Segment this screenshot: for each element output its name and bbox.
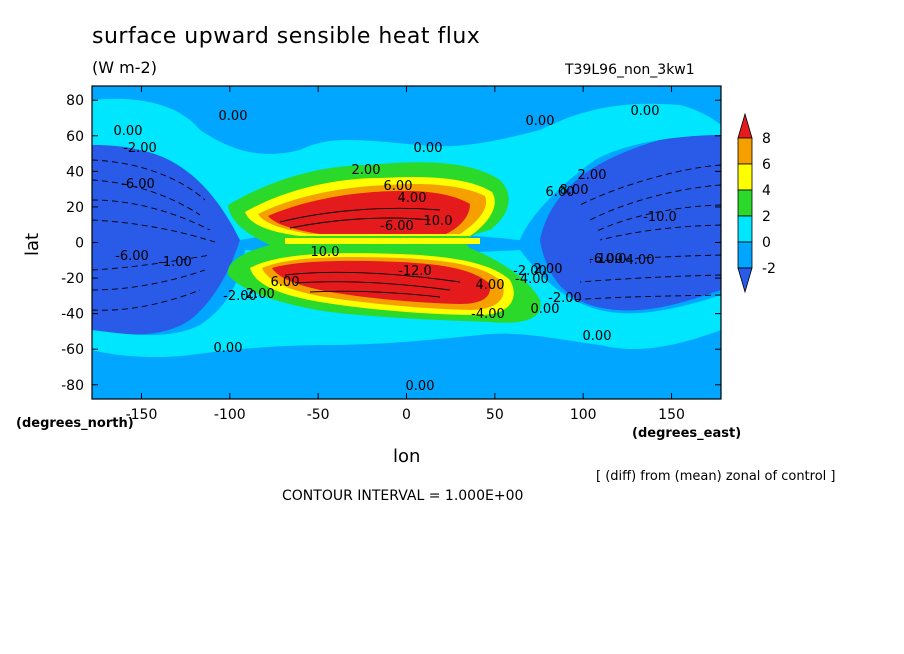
contour-label: 4.00: [626, 253, 655, 268]
chart-units: (W m-2): [92, 58, 157, 77]
contour-label: -2.00: [548, 291, 582, 306]
y-tick-label: 60: [66, 129, 84, 145]
colorbar-label: 6: [762, 157, 771, 173]
contour-label: 2.00: [352, 163, 381, 178]
colorbar-segment: [737, 163, 753, 191]
contour-label: -2.00: [123, 141, 157, 156]
diff-annotation: [ (diff) from (mean) zonal of control ]: [596, 469, 836, 484]
contour-label: 2.00: [534, 262, 563, 277]
contour-label: 8.00: [560, 183, 589, 198]
y-axis-label: lat: [22, 232, 43, 256]
x-tick-label: 50: [486, 407, 504, 423]
contour-label: -2.00: [223, 289, 257, 304]
contour-label: -6.00: [380, 219, 414, 234]
contour-label: 0.00: [583, 329, 612, 344]
field-region-east-negative: [540, 130, 721, 311]
contour-label: 2.00: [578, 168, 607, 183]
x-tick-label: -150: [126, 407, 158, 423]
contour-label: -2.00: [241, 287, 275, 302]
y-tick-label: -80: [61, 378, 84, 394]
colorbar-top-arrow: [737, 112, 753, 139]
contour-label: 4.00: [398, 191, 427, 206]
contour-label: 0.00: [214, 341, 243, 356]
plot-area: [92, 86, 721, 399]
contour-label: 10.0: [424, 214, 453, 229]
contour-interval: CONTOUR INTERVAL = 1.000E+00: [282, 488, 524, 504]
colorbar-label: 4: [762, 183, 771, 199]
x-unit-label: (degrees_east): [632, 426, 742, 441]
contour-label: 4.00: [476, 278, 505, 293]
colorbar-label: -2: [762, 261, 776, 277]
y-tick-label: -20: [61, 271, 84, 287]
x-tick-label: -100: [214, 407, 246, 423]
contour-label: 6.00: [384, 179, 413, 194]
y-tick-label: -60: [61, 342, 84, 358]
contour-label: -10.0: [643, 210, 677, 225]
colorbar: 8 6 4 2 0 -2: [737, 112, 776, 294]
colorbar-segment: [737, 189, 753, 217]
contour-label: 0.00: [531, 302, 560, 317]
contour-label: -4.00: [515, 272, 549, 287]
x-tick-label: 100: [570, 407, 597, 423]
colorbar-segment: [737, 241, 753, 269]
contour-label: 6.00: [546, 185, 575, 200]
contour-label: 0.00: [631, 104, 660, 119]
run-label: T39L96_non_3kw1: [565, 62, 695, 78]
y-tick-label: 20: [66, 200, 84, 216]
contour-lines-negative: [92, 159, 721, 311]
field-region-west-negative: [92, 140, 240, 335]
contour-label: -6.00: [115, 249, 149, 264]
contour-label: 0.00: [219, 109, 248, 124]
contour-label: -12.0: [398, 264, 432, 279]
y-tick-label: 0: [75, 236, 84, 252]
contour-label: 0.00: [414, 141, 443, 156]
contour-lines-positive: [279, 207, 461, 298]
colorbar-bottom-arrow: [737, 267, 753, 294]
colorbar-label: 8: [762, 131, 771, 147]
y-tick-label: 80: [66, 93, 84, 109]
x-axis-label: lon: [393, 446, 421, 467]
x-tick-label: 150: [658, 407, 685, 423]
contour-label: -4.00: [471, 307, 505, 322]
field-region-level-8: [268, 190, 491, 304]
x-tick-label: -50: [307, 407, 330, 423]
y-axis: 80 60 40 20 0 -20 -40 -60 -80: [61, 93, 721, 394]
chart-title: surface upward sensible heat flux: [92, 24, 481, 49]
contour-label: -6.00: [589, 252, 623, 267]
x-tick-label: 0: [402, 407, 411, 423]
contour-label: 6.00: [271, 275, 300, 290]
colorbar-segment: [737, 215, 753, 243]
contour-label: 10.0: [311, 245, 340, 260]
contour-label: 10.0: [598, 252, 627, 267]
contour-label: -1.00: [158, 255, 192, 270]
contour-label: 0.00: [114, 124, 143, 139]
colorbar-label: 2: [762, 209, 771, 225]
contour-label: -6.00: [121, 177, 155, 192]
contour-label: 0.00: [526, 114, 555, 129]
equatorial-strip: [285, 238, 480, 244]
y-tick-label: -40: [61, 307, 84, 323]
y-tick-label: 40: [66, 164, 84, 180]
x-axis: -150 -100 -50 0 50 100 150: [126, 86, 685, 423]
colorbar-label: 0: [762, 235, 771, 251]
colorbar-segment: [737, 137, 753, 165]
contour-labels: 0.00 0.000.000.000.000.000.000.000.00-2.0…: [114, 104, 677, 394]
contour-label: -2.00: [513, 264, 547, 279]
y-unit-label: (degrees_north): [16, 416, 134, 431]
contour-label: 0.00: [406, 379, 435, 394]
